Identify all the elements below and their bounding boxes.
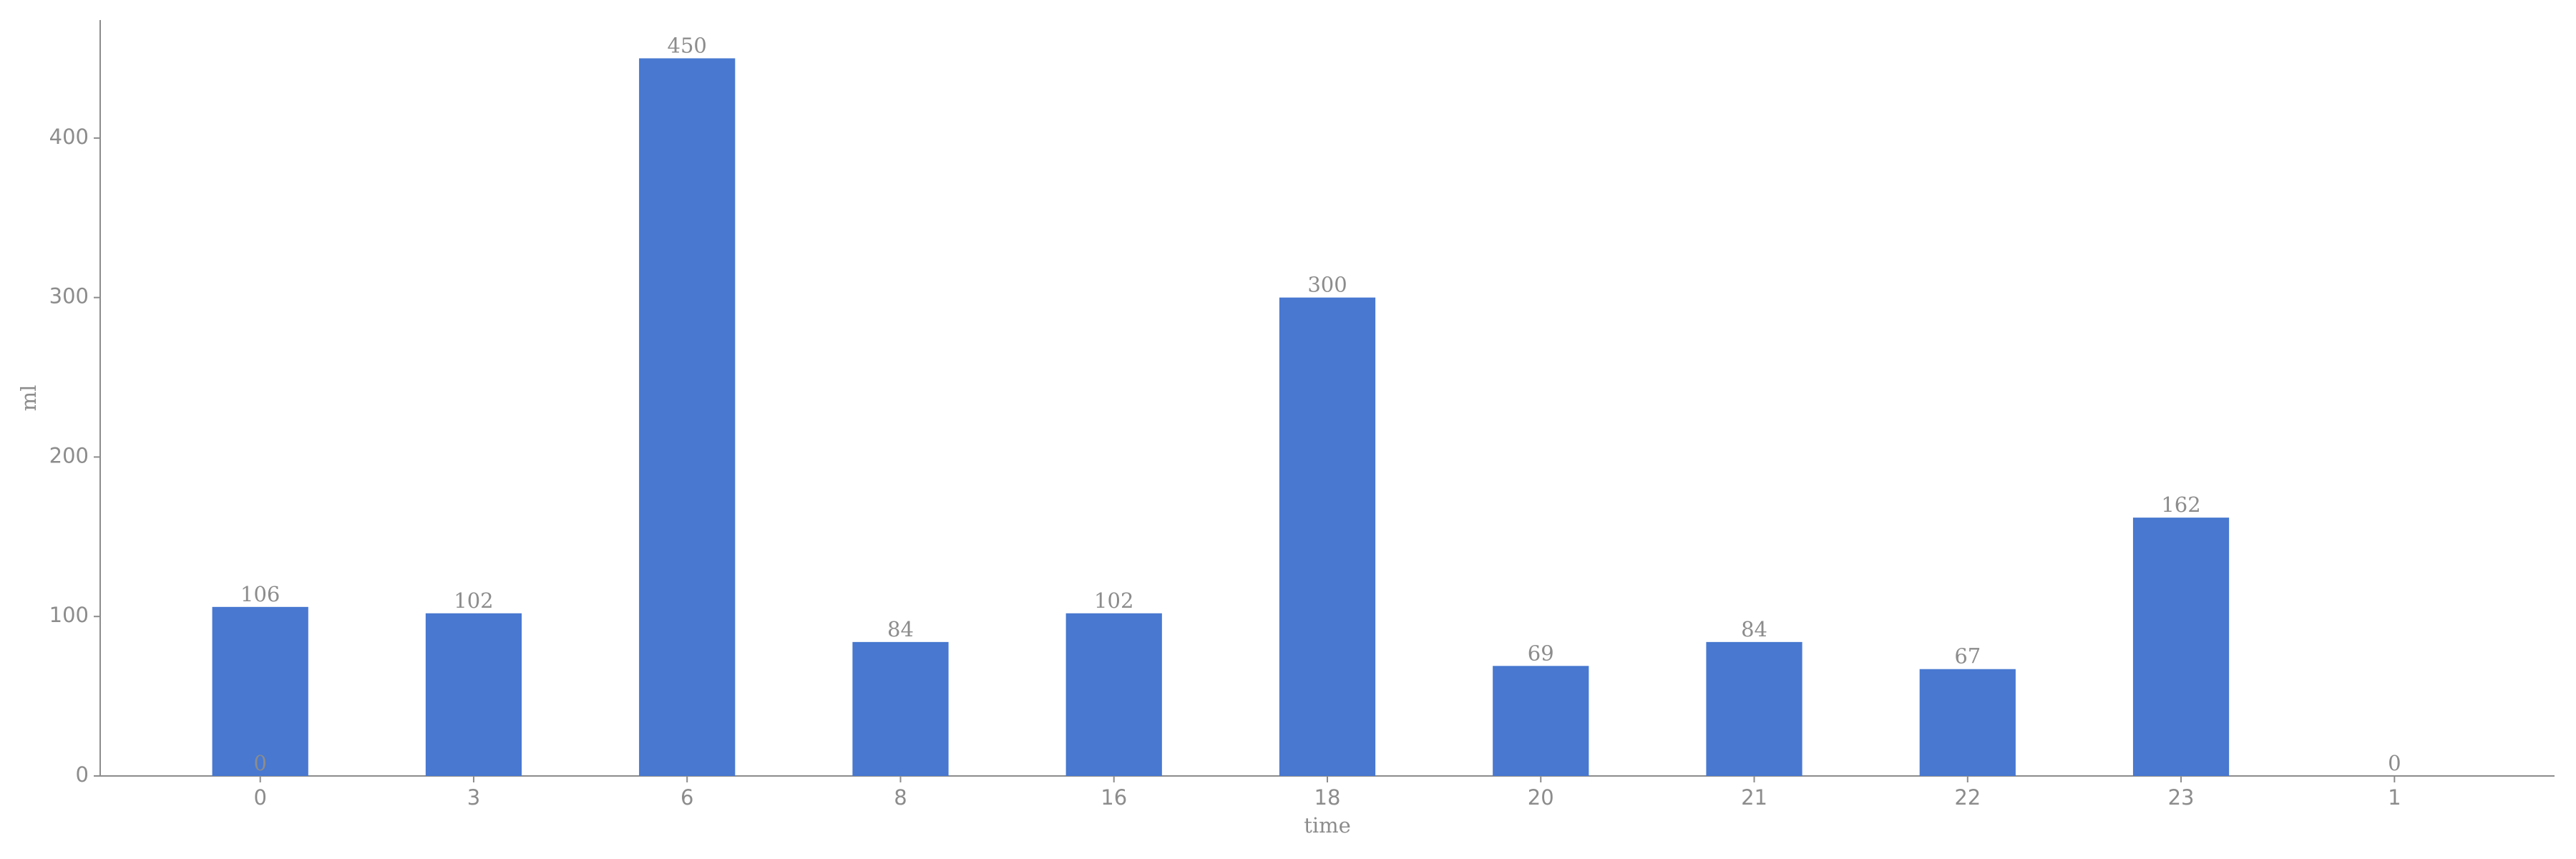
bar [1919,669,2016,776]
x-tick-label: 0 [253,785,266,810]
y-tick-label: 100 [49,603,89,627]
y-tick-label: 200 [49,443,89,467]
x-tick-label: 16 [1101,785,1127,810]
x-tick-label: 20 [1528,785,1554,810]
annotation: 0 [253,751,266,775]
value-label: 102 [454,588,493,613]
value-label: 162 [2161,492,2200,517]
y-tick-label: 400 [49,125,89,149]
bar [1279,297,1376,776]
x-tick-label: 18 [1314,785,1341,810]
bar [1493,666,1589,776]
y-tick-label: 300 [49,284,89,309]
x-tick-label: 21 [1741,785,1767,810]
value-label: 69 [1528,641,1554,665]
bar [1706,641,1802,776]
bar [425,613,522,776]
x-tick-label: 23 [2168,785,2195,810]
value-label: 300 [1307,273,1347,297]
x-tick-label: 1 [2388,785,2401,810]
value-label: 67 [1954,644,1981,669]
bar [212,606,308,776]
bar [639,58,736,776]
x-tick-label: 3 [467,785,480,810]
y-tick-label: 0 [76,762,89,787]
y-axis-label: ml [16,385,41,412]
x-tick-label: 8 [894,785,907,810]
value-label: 0 [2388,751,2401,775]
value-label: 84 [1741,617,1767,641]
value-label: 106 [240,582,280,606]
x-tick-label: 6 [680,785,693,810]
bar [1065,613,1162,776]
bar [2132,518,2230,776]
value-label: 450 [668,33,707,57]
value-label: 84 [887,617,914,641]
x-axis-label: time [1304,813,1351,838]
value-label: 102 [1094,588,1133,613]
bar [852,641,949,776]
x-tick-label: 22 [1954,785,1981,810]
